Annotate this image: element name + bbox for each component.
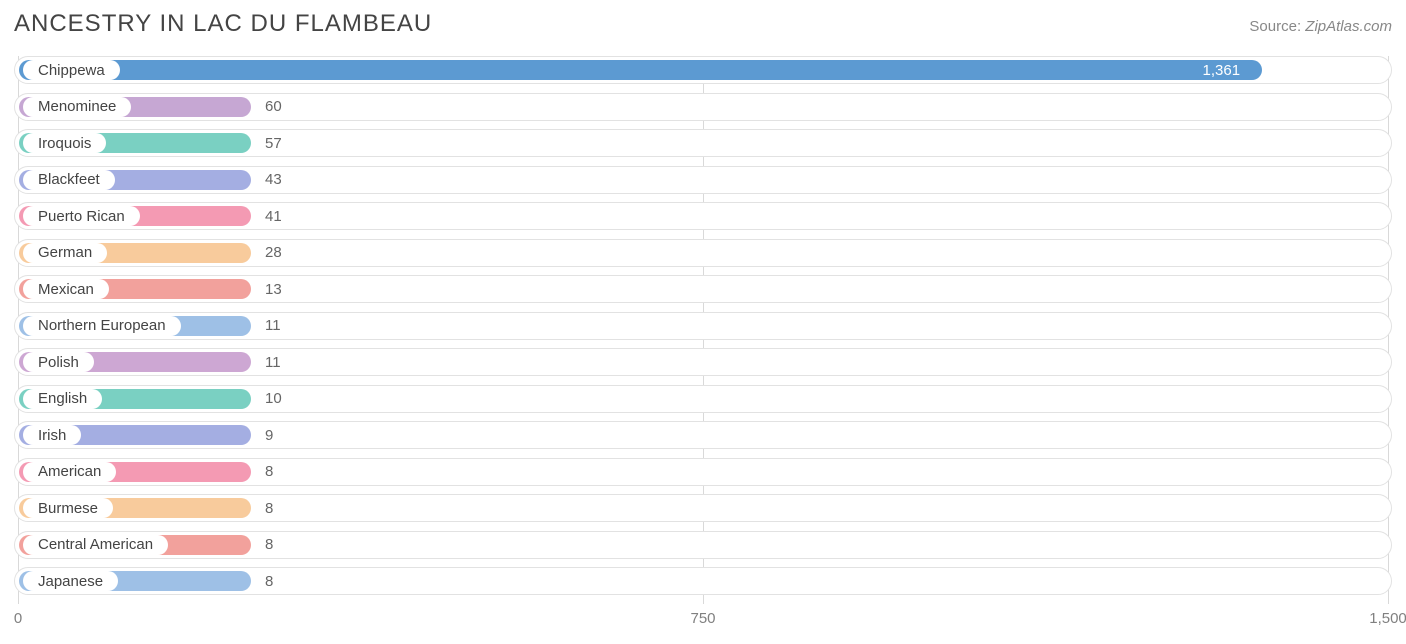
bar-label-pill: Iroquois [23, 133, 106, 153]
x-axis-tick: 0 [14, 610, 22, 627]
bar-label-pill: Irish [23, 425, 81, 445]
x-axis: 07501,500 [14, 606, 1392, 632]
bar-value: 11 [257, 349, 281, 375]
bar-row: American 8 [14, 458, 1392, 486]
bar-value: 60 [257, 94, 282, 120]
bar-row: Iroquois 57 [14, 129, 1392, 157]
bar-row: German 28 [14, 239, 1392, 267]
bar-value: 8 [257, 568, 273, 594]
bar-label-pill: Japanese [23, 571, 118, 591]
bar-label-pill: Burmese [23, 498, 113, 518]
bar-label-pill: Northern European [23, 316, 181, 336]
bar-fill [19, 60, 1262, 80]
source-value: ZipAtlas.com [1305, 18, 1392, 35]
bar-row: Mexican 13 [14, 275, 1392, 303]
bar-row: Menominee 60 [14, 93, 1392, 121]
bar-row: Polish 11 [14, 348, 1392, 376]
bar-value: 8 [257, 459, 273, 485]
bar-row: Puerto Rican 41 [14, 202, 1392, 230]
bar-label-pill: Polish [23, 352, 94, 372]
bar-label-pill: Blackfeet [23, 170, 115, 190]
bar-label-pill: German [23, 243, 107, 263]
bar-label-pill: Chippewa [23, 60, 120, 80]
source-label: Source: [1249, 18, 1301, 35]
bar-label-pill: Menominee [23, 97, 131, 117]
bar-value: 43 [257, 167, 282, 193]
chart-title: ANCESTRY IN LAC DU FLAMBEAU [14, 10, 432, 38]
bar-value: 41 [257, 203, 282, 229]
bar-value: 13 [257, 276, 282, 302]
x-axis-tick: 1,500 [1369, 610, 1406, 627]
bar-value: 8 [257, 495, 273, 521]
bar-value: 8 [257, 532, 273, 558]
chart-container: ANCESTRY IN LAC DU FLAMBEAU Source: ZipA… [0, 0, 1406, 632]
bar-row: Irish 9 [14, 421, 1392, 449]
bar-value: 57 [257, 130, 282, 156]
bar-value: 10 [257, 386, 282, 412]
bar-row: Central American 8 [14, 531, 1392, 559]
chart-header: ANCESTRY IN LAC DU FLAMBEAU Source: ZipA… [14, 10, 1392, 38]
x-axis-tick: 750 [690, 610, 715, 627]
bar-label-pill: Puerto Rican [23, 206, 140, 226]
bar-value: 11 [257, 313, 281, 339]
bar-row: English 10 [14, 385, 1392, 413]
bar-label-pill: Central American [23, 535, 168, 555]
bar-label-pill: Mexican [23, 279, 109, 299]
bar-label-pill: American [23, 462, 116, 482]
bar-label-pill: English [23, 389, 102, 409]
bar-row: Burmese 8 [14, 494, 1392, 522]
bar-value: 28 [257, 240, 282, 266]
chart-plot-area: Chippewa 1,361 Menominee 60 Iroquois 57 Blackf… [14, 56, 1392, 604]
bar-row: Blackfeet 43 [14, 166, 1392, 194]
chart-source: Source: ZipAtlas.com [1249, 18, 1392, 35]
bar-row: Chippewa 1,361 [14, 56, 1392, 84]
bar-value: 9 [257, 422, 273, 448]
bar-row: Northern European 11 [14, 312, 1392, 340]
bar-value: 1,361 [1203, 57, 1241, 83]
bar-row: Japanese 8 [14, 567, 1392, 595]
